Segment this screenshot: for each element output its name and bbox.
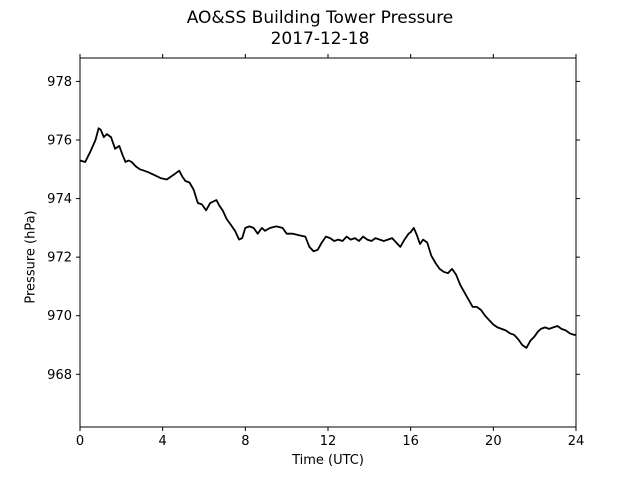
axes-frame — [79, 57, 577, 428]
y-axis-label: Pressure (hPa) — [23, 210, 39, 304]
y-tick-label: 972 — [47, 251, 72, 266]
x-tick-label: 12 — [320, 434, 337, 449]
pressure-series-line — [79, 127, 576, 349]
x-tick-label: 16 — [402, 434, 419, 449]
y-tick-label: 970 — [47, 309, 72, 324]
y-tick-label: 974 — [47, 192, 72, 207]
x-tick-label: 24 — [568, 434, 585, 449]
x-tick-label: 4 — [159, 434, 167, 449]
y-tick-label: 978 — [47, 75, 72, 90]
x-tick-label: 8 — [241, 434, 249, 449]
chart-title: AO&SS Building Tower Pressure — [186, 8, 454, 28]
x-tick-label: 20 — [485, 434, 502, 449]
x-tick-label: 0 — [76, 434, 84, 449]
y-tick-label: 976 — [47, 134, 72, 149]
x-axis-label: Time (UTC) — [292, 453, 364, 468]
chart-subtitle: 2017-12-18 — [270, 29, 370, 49]
y-tick-label: 968 — [47, 368, 72, 383]
ticks-layer: 0 4 8 12 16 20 24 968 970 972 974 976 978 — [47, 54, 584, 449]
